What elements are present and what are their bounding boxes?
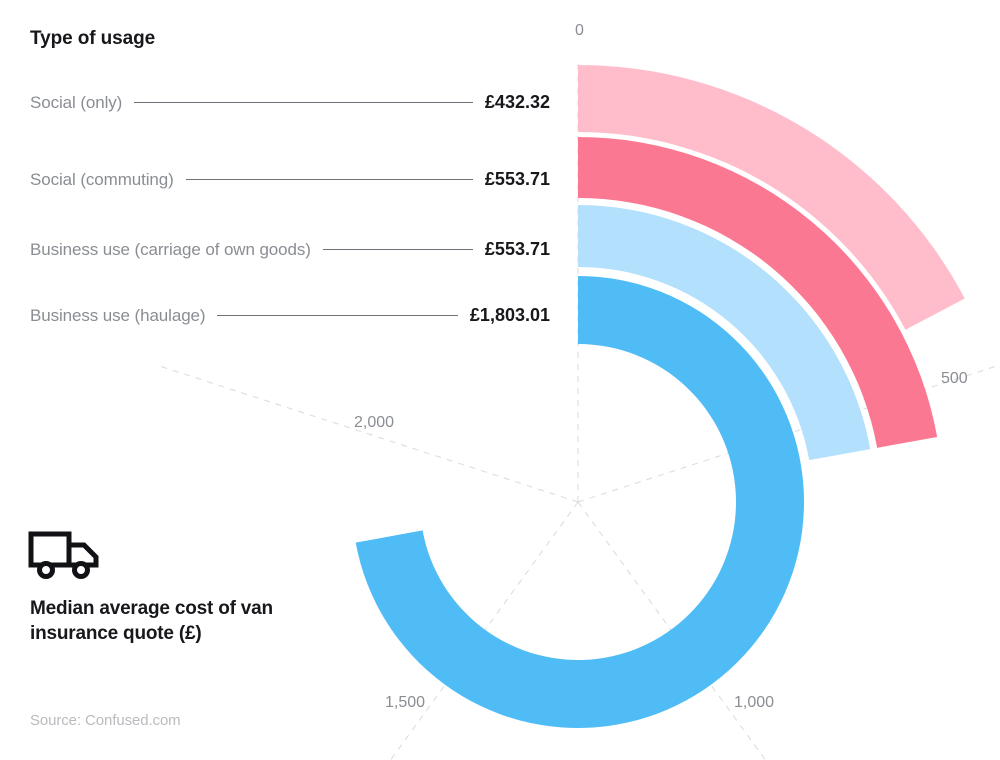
radial-bar-segment[interactable] [578, 65, 965, 330]
leader-line [185, 179, 473, 180]
legend-label: Business use (haulage) [30, 305, 206, 325]
leader-line [134, 102, 473, 103]
radial-bar-segment[interactable] [578, 205, 871, 461]
van-icon [28, 531, 102, 586]
legend-value: £432.32 [484, 92, 550, 112]
axis-tick-500: 500 [941, 370, 968, 387]
axis-tick-0: 0 [575, 22, 584, 39]
axis-tick-1000: 1,000 [734, 694, 775, 711]
chart-key-caption: Median average cost of van insurance quo… [30, 598, 273, 645]
legend-row-social-commuting: Social (commuting) £553.71 [30, 169, 550, 190]
legend-row-business-haulage: Business use (haulage) £1,803.01 [30, 305, 550, 326]
legend-row-business-own-goods: Business use (carriage of own goods) £55… [30, 239, 550, 260]
axis-tick-1500: 1,500 [385, 694, 426, 711]
legend-value: £1,803.01 [469, 305, 550, 325]
legend-label: Social (commuting) [30, 169, 174, 189]
radial-bar-segment[interactable] [355, 276, 805, 729]
axis-tick-2000: 2,000 [354, 414, 395, 431]
source-note: Source: Confused.com [30, 712, 181, 729]
legend-label: Business use (carriage of own goods) [30, 239, 311, 259]
leader-line [217, 315, 458, 316]
legend-value: £553.71 [484, 169, 550, 189]
legend-value: £553.71 [484, 239, 550, 259]
legend-row-social-only: Social (only) £432.32 [30, 92, 550, 113]
leader-line [322, 249, 473, 250]
legend-label: Social (only) [30, 92, 123, 112]
gridline-spoke [159, 365, 579, 503]
radial-bar-segment[interactable] [578, 137, 938, 448]
page-title: Type of usage [30, 28, 156, 49]
radial-bars [355, 65, 965, 729]
